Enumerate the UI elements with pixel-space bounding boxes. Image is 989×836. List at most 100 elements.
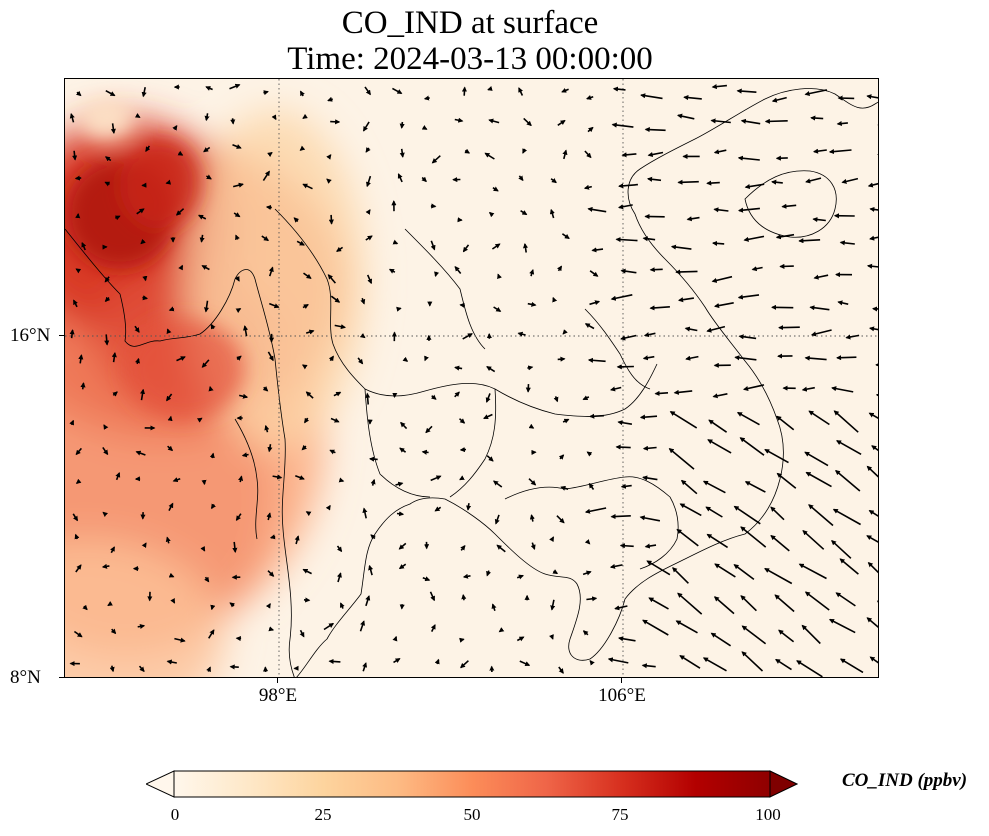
wind-vector-arrow (434, 506, 442, 512)
wind-vector-arrow (868, 412, 878, 419)
wind-vector-arrow (550, 177, 557, 184)
wind-vector-arrow (69, 329, 75, 339)
map-panel[interactable] (64, 78, 879, 678)
wind-vector-arrow (72, 150, 78, 161)
wind-vector-arrow (804, 591, 830, 611)
wind-vector-arrow (421, 449, 429, 455)
wind-vector-arrow (299, 629, 305, 638)
wind-vector-arrow (366, 274, 373, 285)
wind-vector-arrow (866, 263, 878, 269)
wind-vector-arrow (670, 244, 692, 250)
wind-vector-arrow (172, 125, 178, 131)
wind-vector-arrow (589, 413, 604, 419)
wind-vector-arrow (395, 481, 404, 487)
wind-vector-arrow (140, 238, 146, 245)
wind-vector-arrow (359, 332, 366, 339)
wind-vector-arrow (330, 295, 341, 303)
x-tick-mark-106e (621, 678, 622, 683)
wind-vector-arrow (236, 355, 242, 361)
x-tick-label-106e: 106°E (598, 685, 646, 706)
wind-vector-arrow (702, 657, 727, 672)
wind-vector-arrow (836, 355, 857, 361)
wind-vector-arrow (166, 659, 177, 665)
wind-vector-arrow (75, 90, 82, 97)
wind-vector-arrow (677, 592, 703, 615)
wind-vector-arrow (776, 472, 797, 489)
wind-vector-arrow (296, 240, 305, 246)
wind-vector-arrow (268, 266, 274, 277)
wind-vector-arrow (796, 660, 823, 677)
colorbar-tick-25: 25 (314, 805, 332, 824)
wind-vector-arrow (868, 509, 878, 517)
wind-vector-arrow (336, 572, 342, 583)
colorbar-tick-0: 0 (170, 805, 180, 824)
wind-vector-arrow (232, 541, 238, 554)
wind-vector-arrow (267, 151, 273, 158)
wind-vector-arrow (641, 663, 656, 669)
wind-vector-arrow (430, 624, 436, 632)
wind-vector-arrow (776, 415, 795, 431)
wind-vector-arrow (238, 475, 244, 483)
wind-vector-arrow (740, 595, 757, 612)
wind-vector-arrow (798, 238, 821, 244)
wind-vector-arrow (210, 323, 216, 330)
wind-vector-arrow (305, 329, 315, 335)
wind-vector-arrow (617, 204, 633, 210)
wind-vector-arrow (166, 328, 172, 335)
wind-vector-arrow (549, 634, 554, 640)
wind-vector-arrow (399, 148, 405, 158)
wind-vector-arrow (203, 300, 210, 313)
wind-vector-arrow (241, 452, 249, 458)
wind-vector-arrow (262, 170, 270, 182)
wind-vector-arrow (582, 395, 590, 401)
wind-vector-arrow (430, 475, 442, 482)
wind-vector-arrow (368, 564, 374, 576)
wind-vector-arrow (517, 331, 526, 337)
wind-vector-arrow (166, 393, 173, 402)
wind-vector-arrow (264, 424, 270, 433)
wind-vector-arrow (642, 445, 657, 451)
wind-vector-arrow (867, 182, 878, 188)
wind-vector-arrow (462, 573, 471, 579)
wind-vector-arrow (770, 534, 790, 552)
map-gridlines (65, 79, 878, 677)
wind-vector-arrow (262, 386, 269, 392)
x-tick-mark-98e (277, 678, 278, 683)
wind-vector-arrow (713, 302, 734, 309)
wind-vector-arrow (328, 355, 334, 362)
wind-vector-arrow (357, 357, 364, 365)
wind-vector-arrow (327, 96, 333, 102)
wind-vector-arrow (584, 538, 591, 545)
wind-vector-arrow (553, 396, 559, 403)
wind-vector-arrow (713, 207, 729, 213)
wind-vector-arrow (491, 243, 501, 250)
wind-vector-arrow (778, 325, 800, 331)
wind-vector-arrow (558, 666, 564, 674)
wind-vector-arrow (685, 355, 699, 361)
wind-vector-arrow (702, 480, 726, 494)
wind-vector-arrow (828, 148, 852, 155)
wind-vector-arrow (835, 592, 856, 607)
wind-vector-arrow (529, 269, 535, 277)
wind-vector-arrow (359, 620, 366, 632)
wind-vector-arrow (621, 152, 637, 158)
map-title: CO_IND at surface (341, 5, 599, 41)
wind-vector-arrow (172, 477, 181, 483)
wind-vector-arrow (740, 118, 761, 125)
wind-vector-arrow (174, 637, 186, 643)
wind-vector-arrow (741, 651, 764, 672)
wind-vector-arrow (675, 269, 698, 275)
wind-vector-arrow (839, 558, 859, 575)
wind-vector-arrow (460, 660, 469, 669)
wind-vector-arrow (230, 118, 236, 125)
wind-vector-arrow (841, 177, 859, 184)
wind-vector-arrow (140, 388, 146, 401)
wind-vector-arrow (74, 533, 80, 540)
wind-vector-arrow (210, 503, 216, 510)
wind-vector-arrow (744, 183, 765, 190)
wind-vector-arrow (208, 629, 215, 639)
wind-vector-arrow (677, 297, 695, 303)
wind-vector-arrow (234, 275, 240, 282)
wind-vector-arrow (135, 357, 140, 365)
wind-vector-arrow (459, 475, 465, 481)
